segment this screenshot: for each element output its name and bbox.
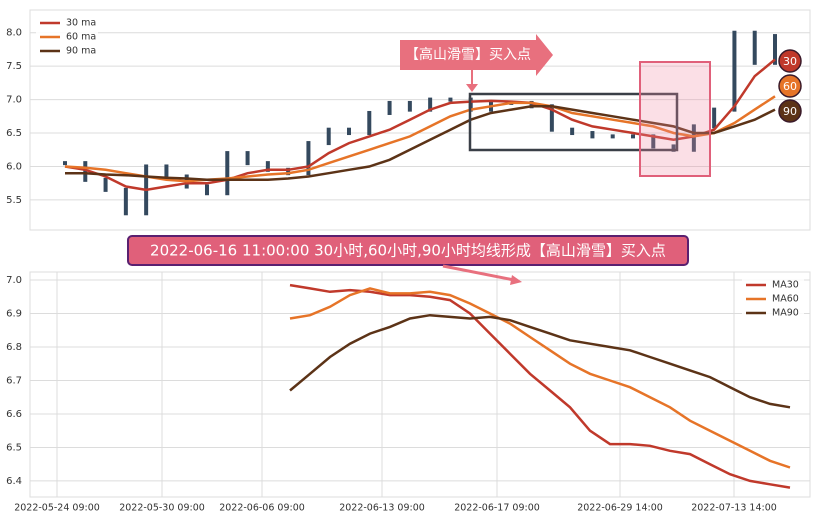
price-candle — [367, 110, 372, 136]
annotation-text: 【高山滑雪】买入点 — [405, 46, 531, 63]
price-candle — [407, 100, 412, 112]
y-tick-label: 5.5 — [6, 195, 22, 206]
x-tick-label: 2022-06-13 09:00 — [339, 503, 425, 514]
price-candle — [245, 151, 250, 166]
ma-line — [289, 287, 791, 469]
price-candle — [63, 161, 67, 166]
price-candle — [347, 127, 351, 136]
price-candle — [712, 107, 717, 129]
x-tick-label: 2022-06-29 14:00 — [577, 503, 663, 514]
grid-layer — [30, 32, 810, 497]
price-candle — [671, 144, 676, 152]
ma-line — [65, 105, 776, 182]
price-candle — [570, 127, 575, 136]
end-badge — [778, 99, 802, 123]
annotation-arrow-head — [466, 84, 478, 92]
price-candle — [631, 134, 635, 139]
y-tick-label: 6.8 — [6, 342, 22, 353]
price-candle — [610, 134, 615, 139]
y-tick-label: 7.0 — [6, 95, 22, 106]
ma-line — [289, 313, 791, 409]
y-tick-label: 6.4 — [6, 476, 22, 487]
price-candle — [286, 167, 291, 176]
end-badge — [778, 49, 802, 73]
bottom-plot-area — [29, 271, 811, 498]
price-candle — [773, 34, 777, 65]
x-tick-label: 2022-07-13 14:00 — [691, 503, 777, 514]
price-candle — [428, 97, 433, 112]
annotation-banner — [400, 34, 553, 76]
y-tick-label: 7.0 — [6, 275, 22, 286]
price-candle — [164, 164, 169, 179]
y-tick-label: 8.0 — [6, 28, 22, 39]
end-badge — [778, 74, 802, 98]
ma-line — [289, 283, 791, 489]
price-candle — [387, 100, 392, 115]
legend-label: MA90 — [772, 308, 799, 319]
end-badge-label: 30 — [783, 55, 797, 68]
chart-title: 2022-06-16 11:00:00 30小时,60小时,90小时均线形成【高… — [150, 242, 666, 260]
highlight-box — [639, 61, 711, 177]
title-banner — [127, 235, 689, 266]
legend-label: MA60 — [772, 294, 799, 305]
price-candle — [732, 30, 737, 112]
price-candle — [549, 104, 554, 132]
y-tick-label: 6.0 — [6, 161, 22, 172]
y-tick-label: 7.5 — [6, 61, 22, 72]
ma-line — [64, 95, 776, 183]
price-candle — [590, 131, 595, 139]
price-candle — [326, 127, 331, 146]
price-candle — [448, 97, 453, 102]
price-candle — [529, 100, 534, 109]
y-tick-label: 6.7 — [6, 375, 22, 386]
price-candle — [103, 177, 108, 192]
highlight-box — [468, 92, 679, 152]
y-tick-label: 6.5 — [6, 442, 22, 453]
price-candle — [123, 187, 128, 216]
price-candle — [225, 151, 230, 196]
x-tick-label: 2022-05-30 09:00 — [119, 503, 205, 514]
y-tick-label: 6.9 — [6, 309, 22, 320]
end-badge-label: 60 — [783, 80, 797, 93]
title-arrow — [442, 264, 515, 282]
x-tick-label: 2022-06-06 09:00 — [219, 503, 305, 514]
price-candle — [205, 184, 209, 196]
price-candle — [752, 30, 757, 65]
price-candle — [651, 134, 656, 149]
price-candle — [83, 161, 88, 182]
x-tick-label: 2022-05-24 09:00 — [14, 503, 100, 514]
legend-label: MA30 — [772, 280, 799, 291]
overlay-layer: 8.0 7.5 7.0 6.5 6.0 5.5 30 ma 60 ma 90 ma 30 60 90 2… — [6, 14, 804, 514]
price-candle — [691, 124, 696, 152]
data-layer — [63, 30, 791, 489]
price-candle — [306, 141, 311, 176]
price-candle — [265, 161, 270, 172]
y-tick-label: 6.6 — [6, 409, 22, 420]
y-tick-label: 6.5 — [6, 128, 22, 139]
legend-label: 30 ma — [66, 18, 96, 29]
legend-label: 60 ma — [66, 32, 96, 43]
x-tick-label: 2022-06-17 09:00 — [454, 503, 540, 514]
title-arrow-head — [510, 275, 522, 285]
end-badge-label: 90 — [783, 105, 797, 118]
ma-line — [64, 58, 776, 192]
legend-label: 90 ma — [66, 46, 96, 57]
